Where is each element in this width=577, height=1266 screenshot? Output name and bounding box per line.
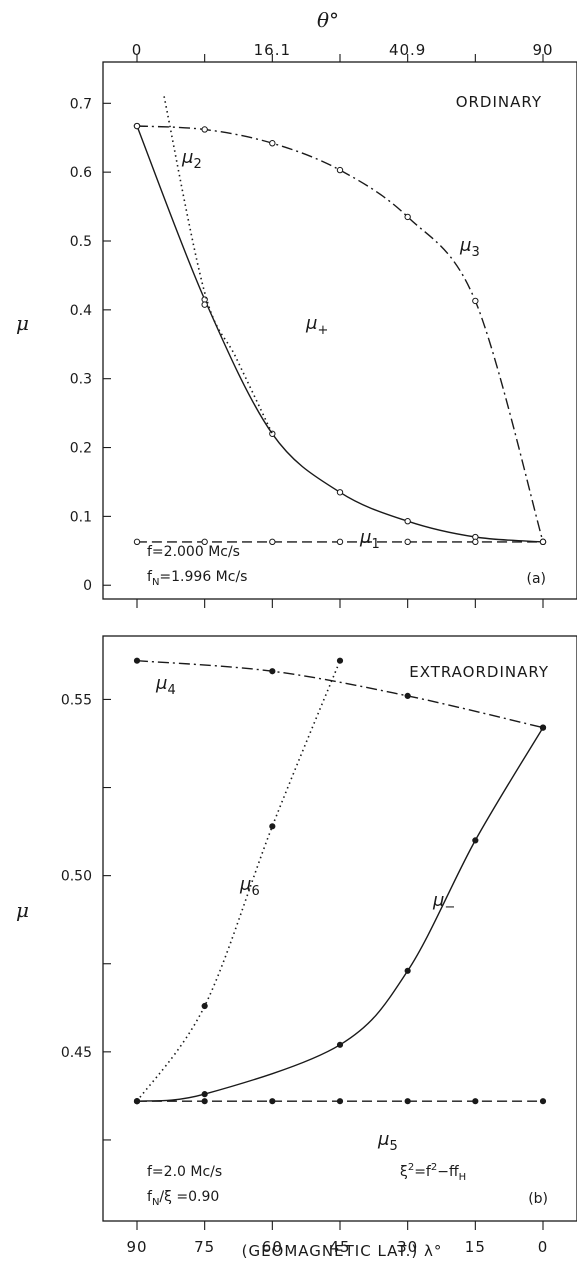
data-point bbox=[404, 967, 411, 974]
panel-a: θ° ORDINARY μ f=2.000 Mc/s fN=1.996 Mc/s… bbox=[16, 8, 577, 608]
top-axis-tick-label: 40.9 bbox=[389, 41, 426, 59]
data-point bbox=[336, 1041, 344, 1048]
x-tick-label: 90 bbox=[126, 1238, 147, 1256]
data-point bbox=[133, 657, 141, 664]
data-point bbox=[201, 1002, 208, 1010]
data-point bbox=[201, 301, 208, 308]
panel-a-y-tick-label: 0.6 bbox=[70, 165, 92, 181]
data-point bbox=[201, 1091, 208, 1098]
panel-a-mode-label: ORDINARY bbox=[456, 93, 542, 111]
panel-a-y-tick-label: 0.4 bbox=[70, 303, 92, 319]
panel-b: EXTRAORDINARY μ f=2.0 Mc/s fN/ξ =0.90 ξ2… bbox=[16, 635, 577, 1260]
data-point bbox=[472, 1098, 479, 1105]
data-point bbox=[472, 837, 479, 844]
panel-a-panel-label: (a) bbox=[526, 571, 546, 587]
series-label: μ1 bbox=[359, 527, 380, 552]
panel-a-annotation-f: f=2.000 Mc/s bbox=[147, 544, 240, 560]
top-axis-label: θ° bbox=[317, 8, 339, 32]
data-point bbox=[336, 1098, 344, 1105]
x-tick-label: 30 bbox=[397, 1238, 418, 1256]
data-point bbox=[336, 166, 344, 174]
data-point bbox=[539, 724, 547, 731]
data-point bbox=[269, 1098, 276, 1105]
panel-a-y-tick-label: 0.3 bbox=[70, 372, 92, 388]
data-point bbox=[201, 126, 208, 133]
series-label: μ5 bbox=[377, 1129, 398, 1154]
data-point bbox=[269, 430, 276, 437]
data-point bbox=[269, 823, 276, 830]
top-axis-tick-label: 90 bbox=[532, 41, 553, 59]
series-label: μ4 bbox=[155, 673, 176, 698]
panel-a-y-tick-label: 0.1 bbox=[70, 509, 92, 525]
panel-a-plot: 0 0.1 0.2 0.3 0.4 0.5 0.6 0.7 0 16.1 40.9 90 μ3 μ+ μ2 μ… bbox=[70, 41, 553, 608]
data-point bbox=[201, 1098, 208, 1105]
data-point bbox=[539, 1098, 547, 1105]
data-point bbox=[404, 213, 411, 221]
panel-b-y-tick-label: 0.50 bbox=[61, 869, 92, 885]
data-point bbox=[336, 538, 344, 546]
panel-a-y-axis-label: μ bbox=[16, 311, 29, 335]
x-tick-label: 15 bbox=[465, 1238, 486, 1256]
data-point bbox=[404, 538, 411, 546]
panel-b-y-tick-label: 0.45 bbox=[61, 1045, 92, 1061]
data-point bbox=[269, 140, 276, 147]
series-label: μ2 bbox=[181, 147, 202, 172]
x-tick-label: 0 bbox=[538, 1238, 549, 1256]
x-tick-label: 45 bbox=[329, 1238, 350, 1256]
series-line-b-1 bbox=[136, 660, 341, 1102]
panel-b-annotation-f: f=2.0 Mc/s bbox=[147, 1164, 222, 1180]
panel-a-y-tick-label: 0.5 bbox=[70, 234, 92, 250]
data-point bbox=[336, 657, 344, 664]
panel-a-y-tick-label: 0.7 bbox=[70, 96, 92, 112]
data-point bbox=[404, 692, 411, 700]
data-point bbox=[404, 1098, 411, 1105]
data-point bbox=[133, 1098, 141, 1105]
data-point bbox=[133, 538, 141, 546]
panel-a-frame bbox=[102, 61, 577, 600]
x-tick-label: 60 bbox=[262, 1238, 283, 1256]
data-point bbox=[539, 538, 547, 546]
panel-b-mode-label: EXTRAORDINARY bbox=[409, 663, 549, 681]
panel-b-frame bbox=[102, 635, 577, 1222]
panel-b-annotation-xi: ξ2=f2−ffH bbox=[400, 1162, 466, 1183]
series-line-a-0 bbox=[136, 125, 544, 543]
data-point bbox=[472, 538, 479, 546]
x-tick-label: 75 bbox=[194, 1238, 215, 1256]
panel-a-annotation-fn: fN=1.996 Mc/s bbox=[147, 569, 247, 588]
data-point bbox=[269, 538, 276, 546]
series-label: μ3 bbox=[459, 235, 480, 260]
series-label: μ− bbox=[432, 890, 455, 915]
data-point bbox=[201, 538, 208, 546]
series-line-a-1 bbox=[136, 125, 544, 543]
panel-b-panel-label: (b) bbox=[528, 1191, 548, 1207]
panel-a-y-tick-label: 0 bbox=[83, 578, 92, 594]
series-line-b-0 bbox=[136, 660, 544, 729]
series-label: μ+ bbox=[305, 313, 328, 338]
series-line-a-2 bbox=[163, 96, 274, 435]
top-axis-tick-label: 16.1 bbox=[254, 41, 291, 59]
panel-b-y-axis-label: μ bbox=[16, 898, 29, 922]
panel-b-y-tick-label: 0.55 bbox=[61, 692, 92, 708]
data-point bbox=[472, 297, 479, 305]
data-point bbox=[269, 668, 276, 675]
top-axis-tick-label: 0 bbox=[132, 41, 143, 59]
data-point bbox=[336, 489, 344, 496]
panel-b-annotation-fn-xi: fN/ξ =0.90 bbox=[147, 1189, 219, 1208]
series-label: μ6 bbox=[239, 874, 260, 899]
panel-b-plot: 0.45 0.50 0.55 90 75 60 45 30 15 0 μ4 μ6 μ− μ5 bbox=[61, 657, 549, 1256]
data-point bbox=[404, 518, 411, 525]
x-axis-label: (GEOMAGNETIC LAT.) λ° bbox=[242, 1242, 443, 1260]
data-point bbox=[133, 122, 141, 130]
panel-a-y-tick-label: 0.2 bbox=[70, 441, 92, 457]
